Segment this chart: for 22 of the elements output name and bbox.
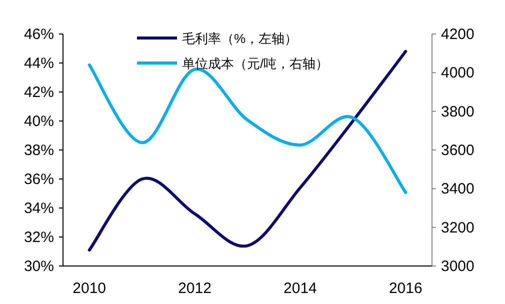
y-tick-label: 36%: [24, 171, 54, 188]
y-tick-label: 40%: [24, 113, 54, 130]
y-tick-label: 32%: [24, 229, 54, 246]
y2-tick-label: 4000: [441, 64, 474, 82]
y2-tick-label: 3800: [441, 103, 474, 120]
y-tick-label: 34%: [24, 200, 54, 217]
legend-label: 毛利率（%，左轴）: [182, 31, 298, 46]
legend-label: 单位成本（元/吨，右轴）: [182, 56, 329, 71]
x-tick-label: 2016: [388, 280, 422, 297]
y-tick-label: 30%: [24, 258, 54, 275]
y-tick-label: 42%: [24, 84, 54, 101]
y2-tick-label: 3000: [441, 258, 474, 275]
y2-tick-label: 3400: [441, 180, 474, 198]
x-tick-label: 2012: [178, 280, 212, 297]
y-tick-label: 38%: [24, 142, 54, 159]
y2-tick-label: 3600: [441, 142, 474, 159]
y2-tick-label: 4200: [441, 26, 474, 43]
y-tick-label: 46%: [24, 26, 54, 43]
y-tick-label: 44%: [24, 55, 54, 72]
x-tick-label: 2014: [284, 280, 317, 297]
x-tick-label: 2010: [72, 280, 106, 297]
y2-tick-label: 3200: [441, 219, 474, 236]
